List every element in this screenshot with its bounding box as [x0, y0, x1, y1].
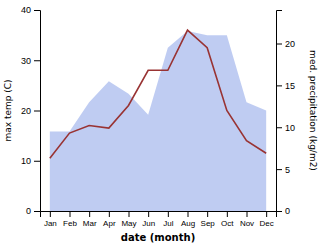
marks — [50, 30, 266, 211]
tick-mark — [276, 127, 282, 128]
tick-mark — [34, 211, 40, 212]
tick-mark — [276, 169, 282, 170]
tick-mark — [276, 211, 282, 212]
tick-label: Sep — [201, 219, 216, 228]
tick: Dec — [260, 211, 274, 228]
tick-mark — [129, 211, 130, 217]
tick-mark — [276, 44, 282, 45]
tick: Jul — [163, 211, 173, 228]
tick-mark — [34, 60, 40, 61]
tick-mark — [227, 211, 228, 217]
y2-axis-line — [277, 11, 283, 212]
x-axis-line — [41, 212, 277, 218]
tick: 20 — [21, 106, 40, 116]
tick-label: 0 — [26, 206, 31, 216]
tick: Aug — [181, 211, 195, 228]
tick-label: 0 — [285, 206, 290, 216]
tick-label: Oct — [221, 219, 234, 228]
tick-label: 20 — [21, 106, 31, 116]
tick: 20 — [276, 39, 295, 49]
tick-mark — [34, 10, 40, 11]
tick: 0 — [26, 206, 40, 216]
tick-label: Apr — [103, 219, 116, 228]
tick-label: May — [121, 219, 136, 228]
y2-axis-title: med. precipitation (kg/m2) — [308, 50, 318, 171]
tick-mark — [168, 211, 169, 217]
tick: Feb — [63, 211, 77, 228]
tick-mark — [34, 111, 40, 112]
tick-mark — [207, 211, 208, 217]
tick-label: Jul — [163, 219, 173, 228]
y-axis: 0 10 20 30 40 — [21, 5, 41, 216]
tick: May — [121, 211, 136, 228]
tick-label: 10 — [21, 156, 31, 166]
tick-label: Nov — [240, 219, 254, 228]
tick: Apr — [103, 211, 116, 228]
x-axis: Jan Feb Mar Apr May Jun Jul Aug Sep Oct Nov Dec — [41, 211, 277, 228]
tick-mark — [247, 211, 248, 217]
tick: Mar — [83, 211, 97, 228]
tick: 10 — [21, 156, 40, 166]
tick-label: 15 — [285, 81, 295, 91]
tick-mark — [109, 211, 110, 217]
tick-label: Jun — [142, 219, 155, 228]
tick-mark — [266, 211, 267, 217]
tick-label: Jan — [44, 219, 57, 228]
tick-mark — [148, 211, 149, 217]
tick-label: 30 — [21, 56, 31, 66]
tick: Sep — [201, 211, 216, 228]
tick-mark — [89, 211, 90, 217]
tick: 10 — [276, 123, 295, 133]
tick: Oct — [221, 211, 234, 228]
y2-axis: 0 5 10 15 20 — [276, 11, 295, 217]
tick-mark — [188, 211, 189, 217]
y-axis-line — [34, 11, 41, 212]
tick-mark — [50, 211, 51, 217]
tick-label: Mar — [83, 219, 97, 228]
tick: Jun — [142, 211, 155, 228]
temp-line — [50, 30, 266, 158]
tick: 5 — [276, 165, 290, 175]
tick-mark — [276, 85, 282, 86]
x-axis-title: date (month) — [121, 232, 195, 243]
tick-label: 10 — [285, 123, 295, 133]
tick-mark — [34, 161, 40, 162]
tick-label: 40 — [21, 5, 31, 15]
tick-label: 20 — [285, 39, 295, 49]
tick-mark — [70, 211, 71, 217]
tick: 40 — [21, 5, 40, 15]
tick-label: Feb — [63, 219, 77, 228]
tick: Nov — [240, 211, 254, 228]
tick-label: Aug — [181, 219, 195, 228]
tick: 30 — [21, 56, 40, 66]
plot-area: Jan Feb Mar Apr May Jun Jul Aug Sep Oct Nov Dec 0 10 2… — [21, 5, 295, 227]
tick: 0 — [276, 206, 290, 216]
tick-label: 5 — [285, 165, 290, 175]
tick-label: Dec — [260, 219, 274, 228]
tick: 15 — [276, 81, 295, 91]
tick: Jan — [44, 211, 57, 228]
chart: Jan Feb Mar Apr May Jun Jul Aug Sep Oct Nov Dec 0 10 2… — [0, 0, 318, 247]
y-axis-title: max temp (C) — [3, 79, 13, 141]
precip-area — [50, 31, 266, 211]
